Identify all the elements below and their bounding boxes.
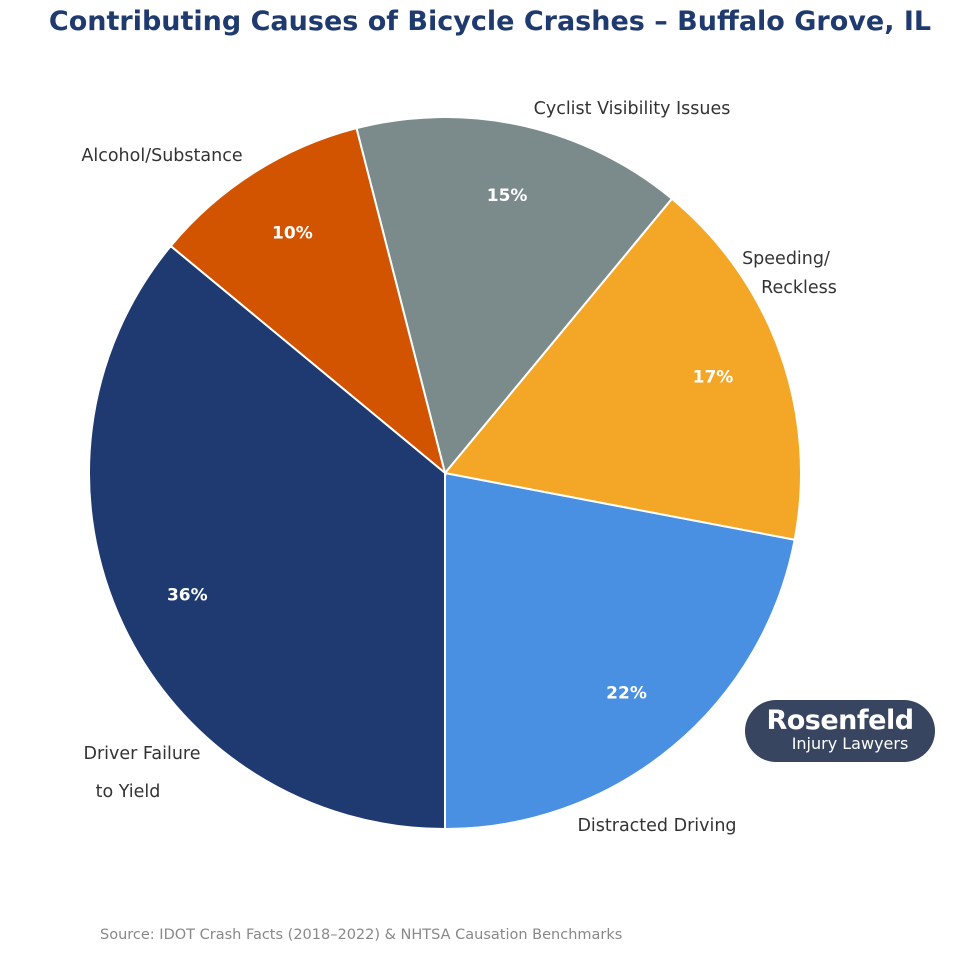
pie-slice [169,126,447,476]
pct-label: 22% [606,683,647,703]
pct-label: 17% [693,368,734,388]
rosenfeld-logo: Rosenfeld Injury Lawyers [745,700,935,762]
slice-label: Cyclist Visibility Issues [534,99,731,119]
pct-label: 10% [272,224,313,244]
slice-label: Distracted Driving [577,816,736,836]
pie-slice [444,471,796,831]
slice-label: Reckless [761,278,837,298]
pie-slice [88,244,446,831]
slice-label: Speeding/ [742,249,830,269]
pie-slice [355,116,674,476]
slice-label: Driver Failure [84,744,201,764]
logo-name: Rosenfeld [766,705,914,736]
logo-tagline: Injury Lawyers [791,734,909,753]
chart-title: Contributing Causes of Bicycle Crashes –… [48,6,932,37]
slice-label: Alcohol/Substance [81,146,242,166]
source-note: Source: IDOT Crash Facts (2018–2022) & N… [100,927,623,943]
slice-label: to Yield [96,782,161,802]
pct-label: 15% [487,186,528,206]
pct-label: 36% [167,585,208,605]
pie-slice [443,197,802,541]
